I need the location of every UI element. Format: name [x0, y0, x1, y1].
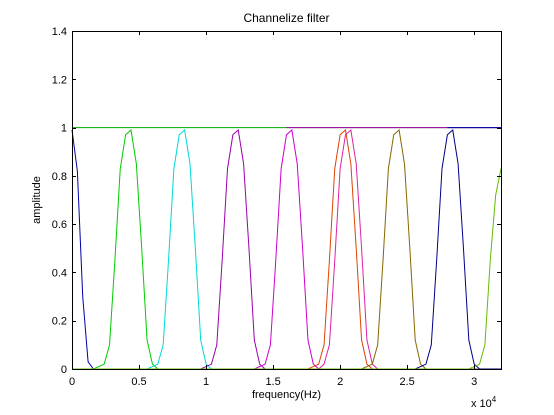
- x-axis-exponent-power: 4: [492, 395, 497, 404]
- y-tick-label: 0.8: [52, 171, 67, 183]
- x-axis-ticks: 0 0.5 1 1.5 2 2.5 3: [69, 31, 477, 388]
- y-tick-label: 0: [61, 364, 67, 376]
- y-axis-title: amplitude: [31, 176, 43, 224]
- x-tick-label: 0: [69, 376, 75, 388]
- series-line-6: [72, 129, 501, 370]
- x-tick-label: 0.5: [131, 376, 146, 388]
- series-layer: [71, 127, 502, 370]
- x-tick-label: 1.5: [265, 376, 280, 388]
- y-axis-ticks: 0 0.2 0.4 0.6 0.8 1 1.2 1.4: [52, 26, 501, 376]
- y-tick-label: 1.2: [52, 74, 67, 86]
- x-axis-exponent-label: x 104: [471, 395, 497, 410]
- y-tick-label: 0.2: [52, 316, 67, 328]
- series-line-8: [72, 129, 501, 370]
- plot-frame: [72, 31, 502, 370]
- x-tick-label: 2: [337, 376, 343, 388]
- series-line-3: [72, 129, 501, 370]
- y-tick-label: 0.6: [52, 219, 67, 231]
- x-tick-label: 3: [471, 376, 477, 388]
- plot-area: [72, 31, 501, 369]
- series-line-9: [72, 129, 501, 370]
- series-line-4: [72, 129, 501, 370]
- y-tick-label: 1: [61, 123, 67, 135]
- y-tick-label: 0.4: [52, 267, 67, 279]
- x-tick-label: 2.5: [400, 376, 415, 388]
- x-axis-exponent-base: x 10: [471, 398, 492, 410]
- chart-title: Channelize filter: [243, 11, 329, 25]
- x-tick-label: 1: [203, 376, 209, 388]
- x-axis-title: frequency(Hz): [252, 389, 321, 401]
- series-line-2: [72, 129, 501, 370]
- y-tick-label: 1.4: [52, 26, 67, 38]
- series-line-5: [72, 129, 501, 370]
